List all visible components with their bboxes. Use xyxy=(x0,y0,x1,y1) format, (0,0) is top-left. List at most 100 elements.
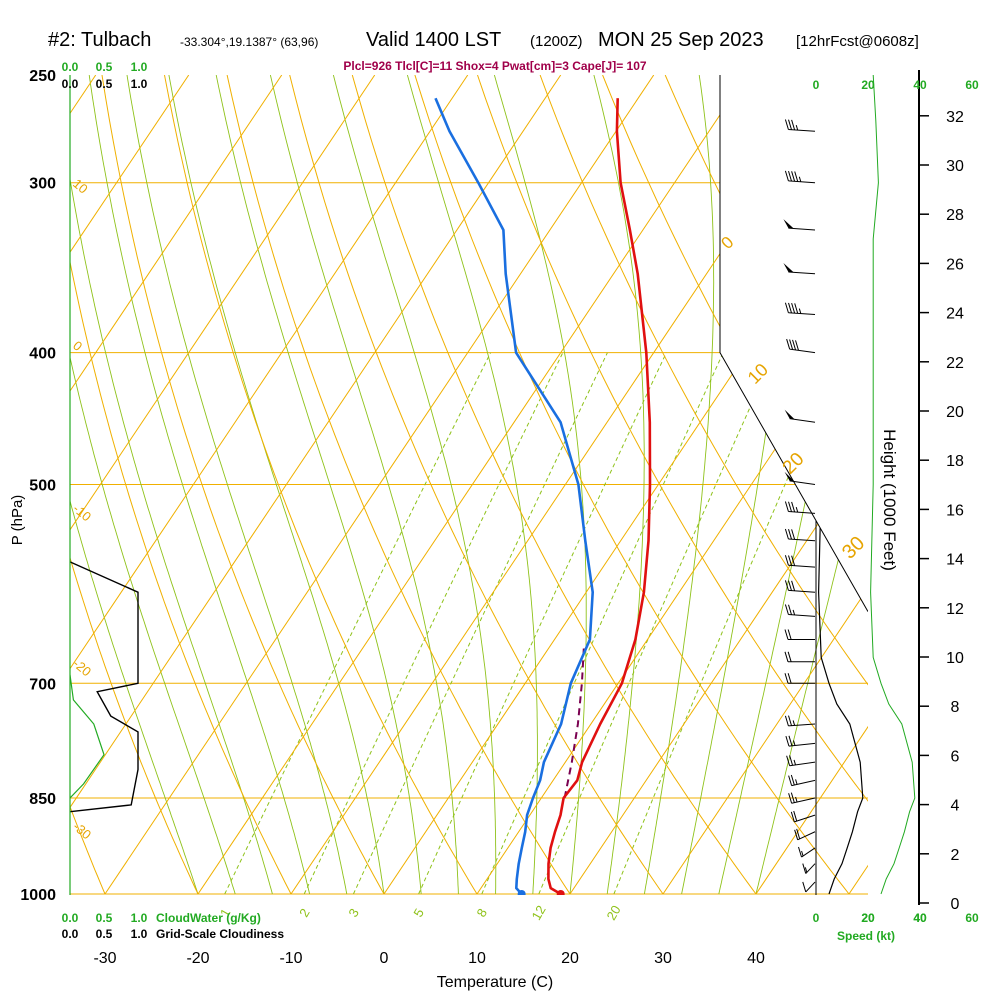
moist-adiabat xyxy=(70,176,273,895)
cloudwater-tick-top: 0.5 xyxy=(96,60,113,74)
moist-adiabat xyxy=(269,75,459,895)
isobar-lines xyxy=(70,182,868,895)
dry-adiabat xyxy=(916,75,1000,894)
dry-adiabat-label: -10 xyxy=(70,501,94,525)
cloudiness-tick-top: 1.0 xyxy=(131,77,148,91)
dry-adiabat-label: 0 xyxy=(70,338,85,354)
isotherm-line xyxy=(70,75,376,531)
mixing-ratio-label: 8 xyxy=(473,906,490,920)
wind-barb-shaft xyxy=(788,128,816,132)
wind-barb-feather xyxy=(788,119,792,130)
wind-barb-half-feather xyxy=(792,609,796,616)
height-speed-curve xyxy=(870,74,916,895)
dry-adiabat-label: -20 xyxy=(70,656,94,680)
wind-barb xyxy=(784,604,816,617)
cloudiness-tick-top: 0.0 xyxy=(62,77,79,91)
isotherm-line xyxy=(476,309,868,895)
wind-barb-half-feather xyxy=(793,759,797,766)
dry-adiabat xyxy=(70,556,199,895)
wind-barb-feather xyxy=(794,829,799,840)
mixing-ratio-line xyxy=(352,352,608,895)
moist-adiabat xyxy=(88,75,311,895)
height-tick-label: 16 xyxy=(946,502,964,519)
speed-tick-bottom-green: 60 xyxy=(965,911,979,925)
dry-adiabat xyxy=(226,75,571,895)
wind-barb-feather xyxy=(784,651,789,662)
wind-barb-flag xyxy=(783,262,794,273)
pressure-tick-label: 300 xyxy=(29,176,56,193)
wind-barb-half-feather xyxy=(804,867,808,873)
cloudwater-tick-bottom: 1.0 xyxy=(131,911,148,925)
mixing-ratio-line xyxy=(418,352,667,895)
wind-barb-shaft xyxy=(788,312,816,316)
isotherm-line xyxy=(70,75,562,809)
wind-barb-shaft xyxy=(791,797,816,804)
mixing-ratio-label: 3 xyxy=(345,906,362,920)
cloudwater-tick-bottom: 0.0 xyxy=(62,911,79,925)
wind-barb-feather xyxy=(784,555,789,566)
wind-barb-feather xyxy=(802,863,807,874)
wind-barb-feather xyxy=(788,555,792,566)
wind-barb-shaft xyxy=(797,831,816,841)
wind-barb-feather xyxy=(788,775,793,786)
mixing-ratio-lines xyxy=(224,352,843,895)
height-tick-label: 18 xyxy=(946,453,964,470)
station-coords: -33.304°,19.1387° (63,96) xyxy=(180,35,318,49)
dry-adiabat-label: 10 xyxy=(70,176,91,197)
height-tick-label: 30 xyxy=(946,158,964,175)
wind-barb xyxy=(784,651,815,663)
wind-barb xyxy=(786,755,816,767)
moist-adiabat xyxy=(70,355,236,895)
wind-barb-half-feather xyxy=(795,506,799,513)
temperature-tick-label: 0 xyxy=(380,950,389,967)
wind-barb-feather xyxy=(788,735,793,746)
speed-tick-bottom-green: 20 xyxy=(861,911,875,925)
wind-barb xyxy=(785,735,816,747)
wind-barb-feather xyxy=(791,580,796,591)
mixing-ratio-label: 20 xyxy=(604,903,624,923)
temperature-tick-label: -20 xyxy=(186,950,209,967)
wind-barb-shaft xyxy=(788,742,816,747)
height-tick-label: 32 xyxy=(946,109,964,126)
speed-tick-top-zero: 0 xyxy=(813,78,820,92)
height-axis-label: Height (1000 Feet) xyxy=(880,429,899,571)
dry-adiabat xyxy=(852,75,868,105)
wind-barb-feather xyxy=(795,340,799,351)
wind-barb xyxy=(786,338,816,354)
surface-dewpoint-dot xyxy=(517,890,526,895)
moist-adiabat xyxy=(406,75,538,895)
wind-barb-feather xyxy=(788,793,793,804)
wind-barb xyxy=(784,629,815,641)
temperature-tick-label: -10 xyxy=(279,950,302,967)
cloudiness-tick-bottom: 0.0 xyxy=(62,927,79,941)
height-tick-label: 26 xyxy=(946,256,964,273)
height-speed-line xyxy=(870,74,916,895)
wind-barb-feather xyxy=(790,792,795,803)
height-tick-label: 0 xyxy=(951,896,960,913)
cloud-profiles xyxy=(70,561,139,813)
isotherm-line xyxy=(848,864,868,895)
x-axis-label: Temperature (C) xyxy=(437,974,553,991)
wind-barb-feather xyxy=(784,501,789,512)
pressure-tick-label: 400 xyxy=(29,346,56,363)
wind-barb xyxy=(784,715,816,727)
wind-barb-shaft xyxy=(788,589,816,593)
wind-barb-shaft xyxy=(788,614,816,617)
mixing-ratio-label: 5 xyxy=(410,906,427,920)
cloudiness-tick-bottom: 1.0 xyxy=(131,927,148,941)
height-tick-label: 8 xyxy=(951,699,960,716)
wind-barb-feather xyxy=(788,715,792,726)
speed-label: Speed (kt) xyxy=(837,929,895,943)
temperature-tick-label: -30 xyxy=(93,950,116,967)
wind-barb-feather xyxy=(789,339,794,350)
speed-tick-top: 60 xyxy=(965,78,979,92)
moist-adiabat xyxy=(493,75,587,895)
wind-barb xyxy=(783,219,816,231)
wind-barb-feather xyxy=(787,673,792,684)
pressure-tick-label: 1000 xyxy=(20,887,56,904)
wind-barb-shaft xyxy=(788,723,816,727)
cloudwater-tick-top: 1.0 xyxy=(131,60,148,74)
wind-barb-feather xyxy=(791,501,796,513)
wind-barb-shaft xyxy=(788,538,816,542)
plot-area xyxy=(70,75,1000,895)
